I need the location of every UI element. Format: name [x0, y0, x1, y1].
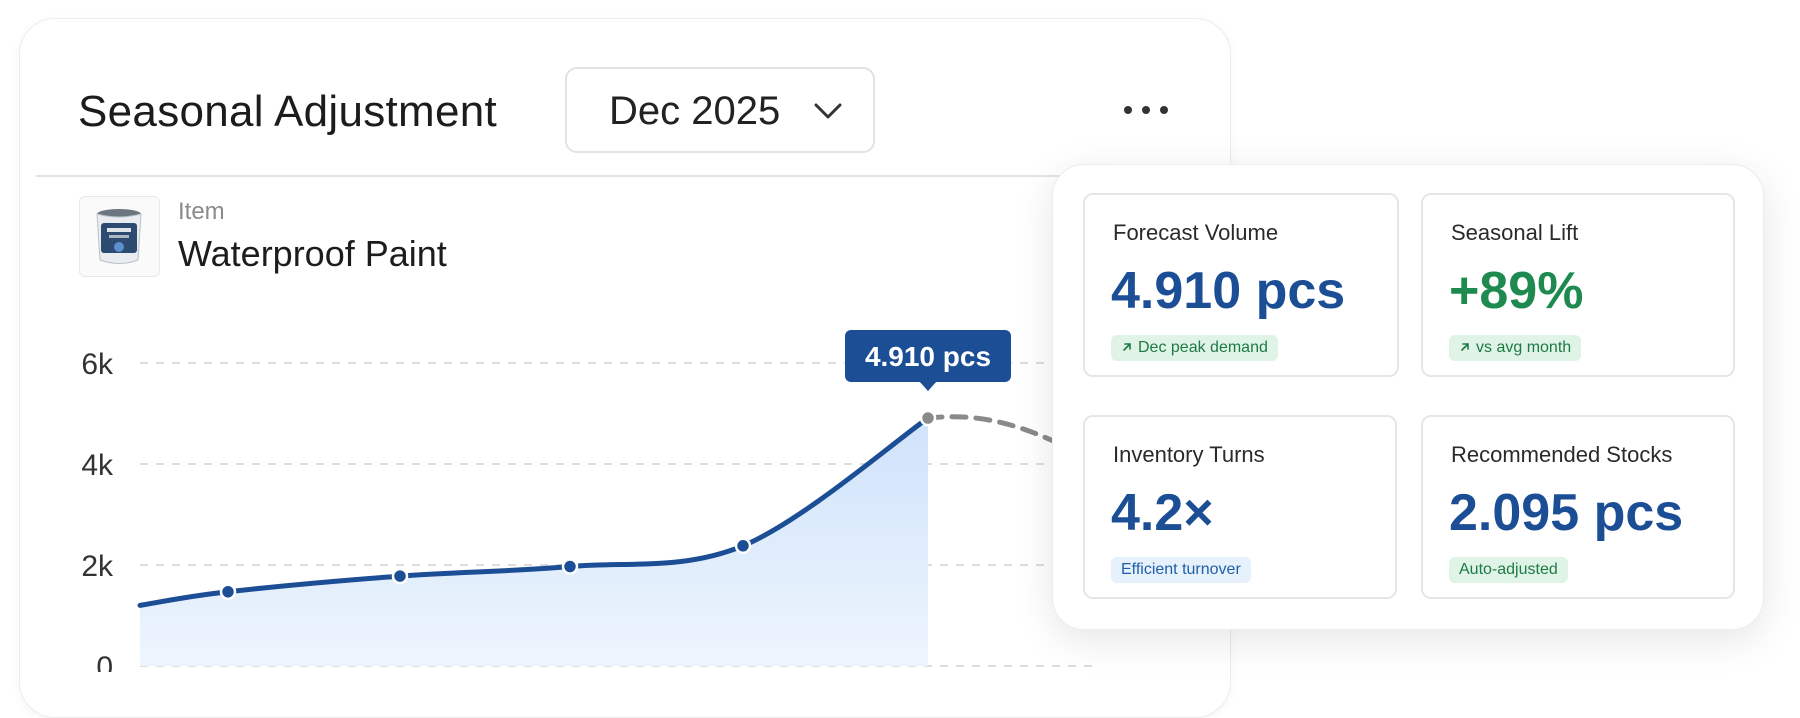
kpi-value: 4.910 pcs	[1111, 262, 1346, 320]
data-point	[561, 558, 579, 575]
tooltip-arrow	[919, 381, 937, 392]
y-tick-label: 0	[96, 651, 113, 672]
data-point-peak	[919, 409, 937, 427]
month-select[interactable]: Dec 2025	[565, 67, 875, 153]
kpi-value: +89%	[1449, 262, 1584, 320]
kpi-label: Recommended Stocks	[1451, 442, 1673, 467]
item-caption: Item	[178, 198, 225, 225]
kpi-recommended-stocks: Recommended Stocks 2.095 pcs Auto-adjust…	[1421, 415, 1735, 599]
kpi-inventory-turns: Inventory Turns 4.2× Efficient turnover	[1083, 415, 1397, 599]
series-area	[140, 418, 928, 666]
chevron-down-icon	[814, 103, 842, 119]
arrow-up-right-icon	[1123, 343, 1131, 351]
data-point	[391, 567, 409, 585]
header-divider	[36, 175, 1216, 177]
forecast-line	[925, 414, 1073, 452]
kpi-value: 4.2×	[1111, 484, 1214, 542]
item-name: Waterproof Paint	[178, 233, 447, 274]
page-title: Seasonal Adjustment	[78, 87, 498, 136]
kpi-badge: Auto-adjusted	[1449, 557, 1568, 583]
kpi-badge-text: vs avg month	[1476, 339, 1572, 356]
paint-bucket-icon	[96, 209, 142, 264]
data-point	[219, 583, 237, 601]
tooltip-box	[845, 330, 1011, 383]
item-thumbnail	[79, 196, 160, 277]
kpi-badge-text: Auto-adjusted	[1459, 561, 1558, 578]
kpi-seasonal-lift: Seasonal Lift +89% vs avg month	[1421, 193, 1735, 377]
y-tick-label: 4k	[81, 449, 114, 482]
arrow-up-right-icon	[1461, 343, 1469, 351]
more-options-icon[interactable]	[1116, 90, 1176, 130]
y-tick-label: 6k	[81, 348, 114, 381]
kpi-label: Seasonal Lift	[1451, 220, 1579, 245]
kpi-value: 2.095 pcs	[1449, 484, 1684, 542]
kpi-badge: vs avg month	[1449, 335, 1582, 361]
data-point	[734, 537, 752, 555]
demand-chart: 6k 4k 2k 0 4.910 pcs	[81, 330, 1100, 672]
kpi-overlay-card: Forecast Volume 4.910 pcs Dec peak deman…	[1052, 164, 1764, 630]
kpi-forecast-volume: Forecast Volume 4.910 pcs Dec peak deman…	[1083, 193, 1399, 377]
kpi-label: Inventory Turns	[1113, 442, 1265, 467]
kpi-label: Forecast Volume	[1113, 220, 1279, 245]
kpi-badge-text: Dec peak demand	[1138, 339, 1268, 356]
y-tick-label: 2k	[81, 550, 114, 583]
kpi-badge-text: Efficient turnover	[1121, 561, 1241, 578]
tooltip-label: 4.910 pcs	[865, 341, 991, 372]
month-select-value: Dec 2025	[609, 89, 781, 133]
kpi-badge: Dec peak demand	[1111, 335, 1278, 361]
kpi-badge: Efficient turnover	[1111, 557, 1251, 583]
